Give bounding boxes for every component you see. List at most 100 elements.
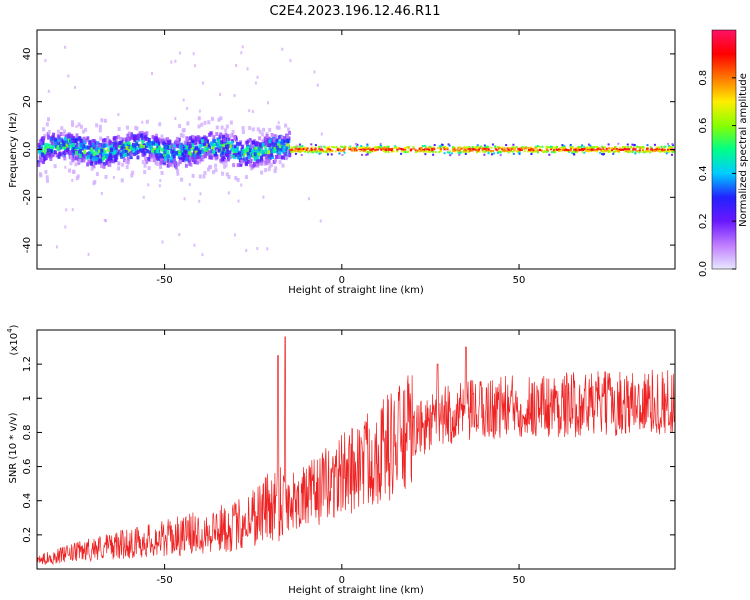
heatmap-cell xyxy=(321,148,324,151)
heatmap-cell xyxy=(114,141,118,146)
heatmap-cell xyxy=(571,152,574,155)
heatmap-cell xyxy=(495,148,498,151)
heatmap-cell xyxy=(46,143,50,148)
heatmap-cell xyxy=(379,142,382,145)
heatmap-cell xyxy=(106,136,110,141)
heatmap-cell xyxy=(163,150,167,155)
heatmap-cell xyxy=(462,149,465,152)
heatmap-cell xyxy=(646,144,649,147)
heatmap-cell xyxy=(311,151,314,154)
heatmap-cell xyxy=(606,149,609,152)
heatmap-cell xyxy=(423,149,426,152)
heatmap-cell xyxy=(484,150,487,153)
heatmap-cell xyxy=(207,143,211,148)
heatmap-cell xyxy=(233,136,237,141)
heatmap-cell xyxy=(121,137,125,142)
heatmap-cell xyxy=(638,149,641,152)
heatmap-cell xyxy=(424,146,427,149)
heatmap-cell xyxy=(384,150,387,153)
heatmap-cell xyxy=(355,149,358,152)
heatmap-cell xyxy=(414,149,417,152)
heatmap-cell xyxy=(327,148,330,151)
heatmap-cell xyxy=(350,149,353,152)
heatmap-cell xyxy=(166,149,170,154)
heatmap-cell xyxy=(140,130,144,135)
heatmap-cell xyxy=(95,156,99,161)
heatmap-cell xyxy=(446,151,449,154)
heatmap-cell xyxy=(380,147,383,150)
heatmap-cell xyxy=(222,135,226,140)
heatmap-cell xyxy=(572,153,575,156)
heatmap-cell xyxy=(559,146,562,149)
heatmap-cell xyxy=(513,149,516,152)
heatmap-cell xyxy=(151,141,155,146)
heatmap-cell xyxy=(84,152,88,157)
heatmap-cell xyxy=(482,150,485,153)
heatmap-cell xyxy=(71,208,74,212)
colorbar-tick-label: 0.6 xyxy=(698,118,709,134)
heatmap-cell xyxy=(62,151,66,156)
heatmap-cell xyxy=(340,145,343,148)
heatmap-cell xyxy=(267,101,270,105)
heatmap-cell xyxy=(609,150,612,153)
heatmap-cell xyxy=(634,151,637,154)
heatmap-cell xyxy=(518,152,521,155)
heatmap-cell xyxy=(530,148,533,151)
heatmap-cell xyxy=(256,127,260,132)
heatmap-cell xyxy=(617,150,620,153)
heatmap-cell xyxy=(556,148,559,151)
heatmap-cell xyxy=(77,144,80,148)
heatmap-cell xyxy=(267,157,271,162)
heatmap-cell xyxy=(193,243,196,247)
heatmap-cell xyxy=(220,140,224,145)
heatmap-cell xyxy=(264,140,268,145)
heatmap-cell xyxy=(644,151,647,154)
heatmap-cell xyxy=(268,127,272,132)
heatmap-cell xyxy=(319,219,322,223)
heatmap-cell xyxy=(62,142,66,147)
heatmap-cell xyxy=(64,225,67,229)
heatmap-cell xyxy=(112,176,115,180)
heatmap-cell xyxy=(197,150,201,155)
heatmap-cell xyxy=(444,146,447,149)
heatmap-cell xyxy=(233,93,236,97)
heatmap-cell xyxy=(95,145,99,150)
heatmap-cell xyxy=(360,146,363,149)
heatmap-cell xyxy=(52,132,56,137)
heatmap-cell xyxy=(298,148,301,151)
heatmap-cell xyxy=(232,163,236,168)
heatmap-cell xyxy=(392,150,395,153)
heatmap-cell xyxy=(91,143,95,148)
heatmap-cell xyxy=(326,153,329,156)
heatmap-cell xyxy=(158,153,162,158)
heatmap-cell xyxy=(71,155,75,160)
heatmap-cell xyxy=(64,150,68,155)
heatmap-cell xyxy=(452,149,455,152)
heatmap-cell xyxy=(418,150,421,153)
heatmap-cell xyxy=(294,147,297,150)
heatmap-cell xyxy=(387,147,390,150)
heatmap-cell xyxy=(126,139,130,144)
heatmap-cell xyxy=(120,178,124,183)
heatmap-cell xyxy=(95,172,99,177)
heatmap-cell xyxy=(145,142,149,147)
heatmap-cell xyxy=(473,146,476,149)
heatmap-cell xyxy=(299,145,302,148)
heatmap-cell xyxy=(468,145,471,148)
heatmap-cell xyxy=(614,146,617,149)
heatmap-cell xyxy=(44,156,48,161)
heatmap-cell xyxy=(116,134,120,139)
heatmap-cell xyxy=(253,156,257,161)
heatmap-cell xyxy=(277,121,280,125)
heatmap-cell xyxy=(567,149,570,152)
heatmap-cell xyxy=(313,70,316,74)
heatmap-cell xyxy=(466,146,469,149)
heatmap-cell xyxy=(219,116,223,121)
heatmap-cell xyxy=(71,178,74,182)
heatmap-cell xyxy=(64,142,68,147)
heatmap-cell xyxy=(240,159,244,164)
heatmap-cell xyxy=(355,142,358,145)
heatmap-cell xyxy=(427,150,430,153)
heatmap-cell xyxy=(537,151,540,154)
heatmap-cell xyxy=(131,153,134,157)
